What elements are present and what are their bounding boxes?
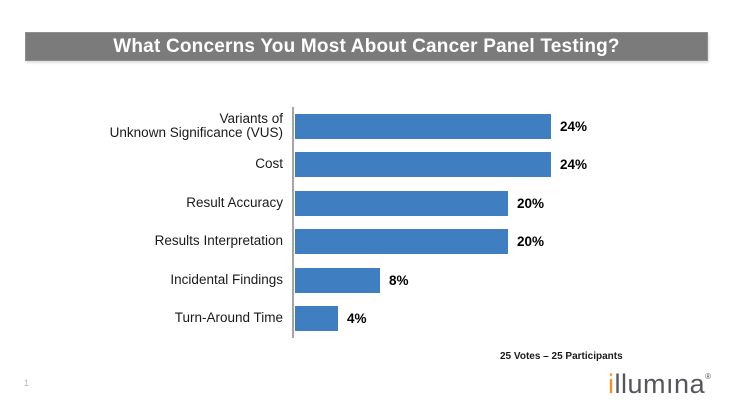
registered-mark: ® [705, 372, 711, 381]
bar [295, 267, 380, 293]
category-label: Turn-Around Time [174, 310, 283, 326]
value-label: 20% [517, 195, 545, 211]
bar [295, 306, 338, 332]
category-label: Cost [255, 156, 283, 172]
category-label: Variants of Unknown Significance (VUS) [109, 110, 283, 141]
bar-area: 20% [292, 184, 544, 223]
votes-note: 25 Votes – 25 Participants [500, 351, 623, 362]
category-label: Result Accuracy [186, 194, 283, 210]
slide-title: What Concerns You Most About Cancer Pane… [113, 35, 620, 57]
bar-area: 24% [292, 145, 588, 184]
logo-accent-letter: i [608, 369, 615, 399]
bar-chart: Variants of Unknown Significance (VUS) 24… [25, 107, 587, 338]
value-label: 8% [389, 272, 409, 288]
chart-row: Cost 24% [25, 145, 588, 184]
bar [295, 113, 551, 139]
category-label: Incidental Findings [170, 271, 283, 287]
value-label: 20% [517, 234, 545, 250]
bar-area: 24% [292, 107, 587, 146]
bar-area: 20% [292, 222, 545, 261]
logo-rest: llumına [614, 369, 706, 399]
illumina-logo: illumına® [608, 369, 711, 400]
chart-row: Variants of Unknown Significance (VUS) 24… [25, 107, 587, 146]
bar-area: 8% [292, 261, 409, 300]
bar [295, 152, 551, 178]
category-label: Results Interpretation [154, 233, 283, 249]
chart-row: Result Accuracy 20% [25, 184, 587, 223]
value-label: 24% [560, 157, 588, 173]
chart-row: Results Interpretation 20% [25, 222, 587, 261]
bar [295, 190, 508, 216]
bar-area: 4% [292, 299, 367, 338]
chart-row: Incidental Findings 8% [25, 261, 587, 300]
slide-title-bar: What Concerns You Most About Cancer Pane… [25, 32, 708, 61]
value-label: 24% [560, 118, 588, 134]
chart-row: Turn-Around Time 4% [25, 299, 587, 338]
bar [295, 229, 508, 255]
page-number: 1 [24, 378, 30, 388]
value-label: 4% [347, 311, 367, 327]
